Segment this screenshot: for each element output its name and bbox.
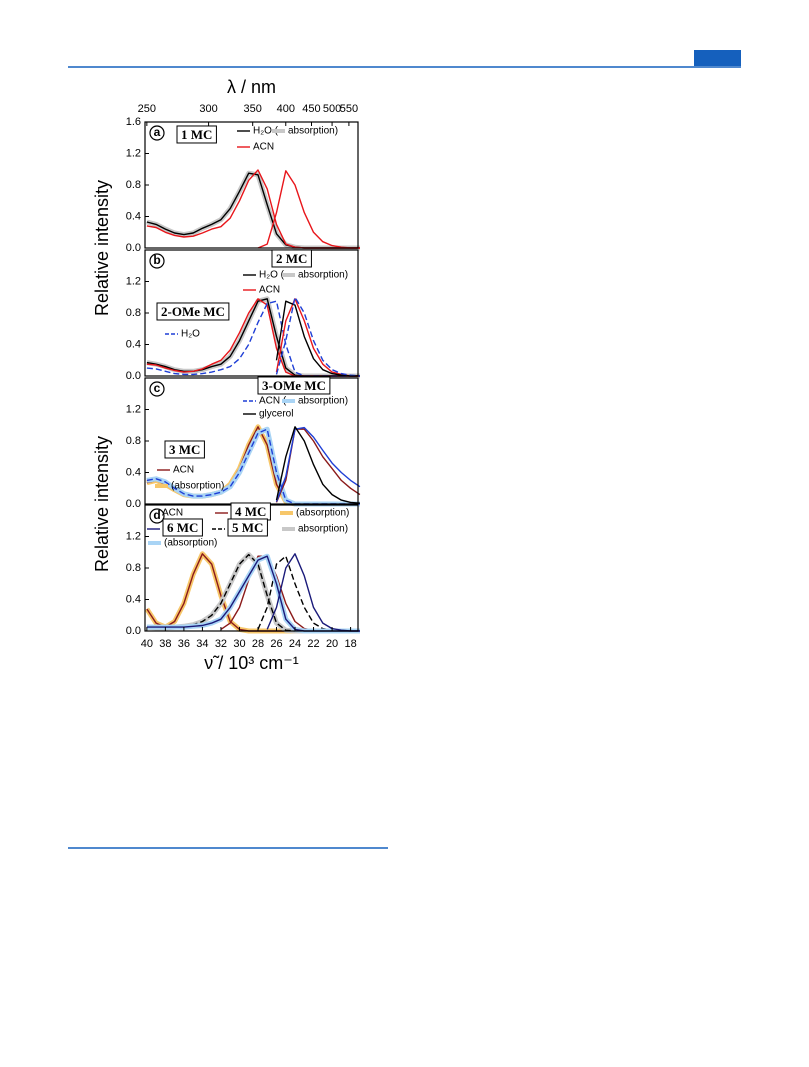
panel-letter-circle <box>149 508 165 524</box>
legend-label: H₂O <box>181 329 200 340</box>
y-tick-label: 1.2 <box>126 403 141 415</box>
y-tick-label: 0.4 <box>126 593 141 605</box>
y-tick-label: 0.0 <box>126 242 141 254</box>
sample-label: 1 MC <box>181 127 212 142</box>
legend-label: ACN <box>162 508 183 519</box>
y-tick-label: 1.2 <box>126 275 141 287</box>
legend-label: H₂O ( <box>259 270 285 281</box>
panel-letter: d <box>153 508 160 522</box>
legend-label: ACN <box>173 465 194 476</box>
y-tick-label: 0.4 <box>126 338 141 350</box>
spectrum-line <box>275 296 360 377</box>
y-tick-label: 0.4 <box>126 210 141 222</box>
y-tick-label: 0.8 <box>126 562 141 574</box>
spectrum-line <box>275 426 361 502</box>
sample-label: 3 MC <box>169 442 200 457</box>
panel-letter-circle <box>149 253 165 269</box>
x-tick-label: 32 <box>215 638 227 650</box>
header-tab <box>694 50 741 66</box>
sample-label-box <box>227 518 268 537</box>
legend-label: absorption) <box>288 126 338 137</box>
legend-label: (absorption) <box>164 538 217 549</box>
x-axis-title: ν̃ / 10³ cm⁻¹ <box>204 653 299 673</box>
panel-letter: c <box>154 381 161 395</box>
y-tick-label: 0.0 <box>126 370 141 382</box>
x-tick-label: 30 <box>233 638 245 650</box>
y-tick-label: 0.8 <box>126 179 141 191</box>
x-tick-label: 26 <box>270 638 282 650</box>
x2-tick-label: 400 <box>277 103 295 115</box>
x-tick-label: 20 <box>326 638 338 650</box>
y-tick-label: 0.8 <box>126 307 141 319</box>
y-axis-title: Relative intensity <box>92 436 112 572</box>
x-tick-label: 34 <box>196 638 208 650</box>
spectrum-line <box>220 555 360 632</box>
sample-label-box <box>271 249 312 268</box>
x-tick-label: 24 <box>289 638 301 650</box>
y-tick-label: 1.2 <box>126 530 141 542</box>
sample-label-box <box>176 125 217 144</box>
y-tick-label: 1.6 <box>126 116 141 128</box>
sample-label: 2 MC <box>276 251 307 266</box>
legend-label: absorption) <box>298 524 348 535</box>
y-tick-label: 0.0 <box>126 625 141 637</box>
spectrum-line <box>146 169 360 249</box>
spectrum-line <box>275 426 360 504</box>
x-tick-label: 18 <box>344 638 356 650</box>
legend-label: glycerol <box>259 409 293 420</box>
sample-label: 6 MC <box>167 520 198 535</box>
x-tick-label: 40 <box>141 638 153 650</box>
y-axis-title: Relative intensity <box>92 180 112 316</box>
sample-label: 2-OMe MC <box>161 304 225 319</box>
x-tick-label: 36 <box>178 638 190 650</box>
legend-label: absorption) <box>298 396 348 407</box>
x2-tick-label: 550 <box>340 103 358 115</box>
sample-label-box <box>164 440 205 459</box>
x2-axis-title: λ / nm <box>227 77 276 97</box>
legend-label: (absorption) <box>296 508 349 519</box>
x2-tick-label: 250 <box>138 103 156 115</box>
spectrum-line <box>257 170 360 249</box>
panel-letter: b <box>153 253 160 267</box>
y-tick-label: 0.8 <box>126 435 141 447</box>
x2-tick-label: 300 <box>199 103 217 115</box>
legend-label: ACN ( <box>259 396 287 407</box>
spectrum-line <box>146 555 360 632</box>
y-tick-label: 0.0 <box>126 498 141 510</box>
x-tick-label: 28 <box>252 638 264 650</box>
legend-label: H₂O ( <box>253 126 279 137</box>
sample-label: 4 MC <box>235 504 266 519</box>
x-tick-label: 38 <box>159 638 171 650</box>
panel-letter: a <box>154 125 161 139</box>
sample-label-box <box>162 518 203 537</box>
y-tick-label: 1.2 <box>126 147 141 159</box>
x2-tick-label: 350 <box>244 103 262 115</box>
panel-letter-circle <box>149 125 165 141</box>
spectrum-line <box>275 428 361 503</box>
legend-label: ACN <box>259 285 280 296</box>
sample-label: 3-OMe MC <box>262 378 326 393</box>
sample-label-box <box>156 302 230 321</box>
y-tick-label: 0.4 <box>126 466 141 478</box>
legend-label: absorption) <box>298 270 348 281</box>
panel-letter-circle <box>149 381 165 397</box>
x2-tick-label: 500 <box>323 103 341 115</box>
legend-label: (absorption) <box>171 481 224 492</box>
x2-tick-label: 450 <box>302 103 320 115</box>
sample-label-box <box>257 376 331 395</box>
sample-label: 5 MC <box>232 520 263 535</box>
legend-label: ACN <box>253 142 274 153</box>
x-tick-label: 22 <box>307 638 319 650</box>
